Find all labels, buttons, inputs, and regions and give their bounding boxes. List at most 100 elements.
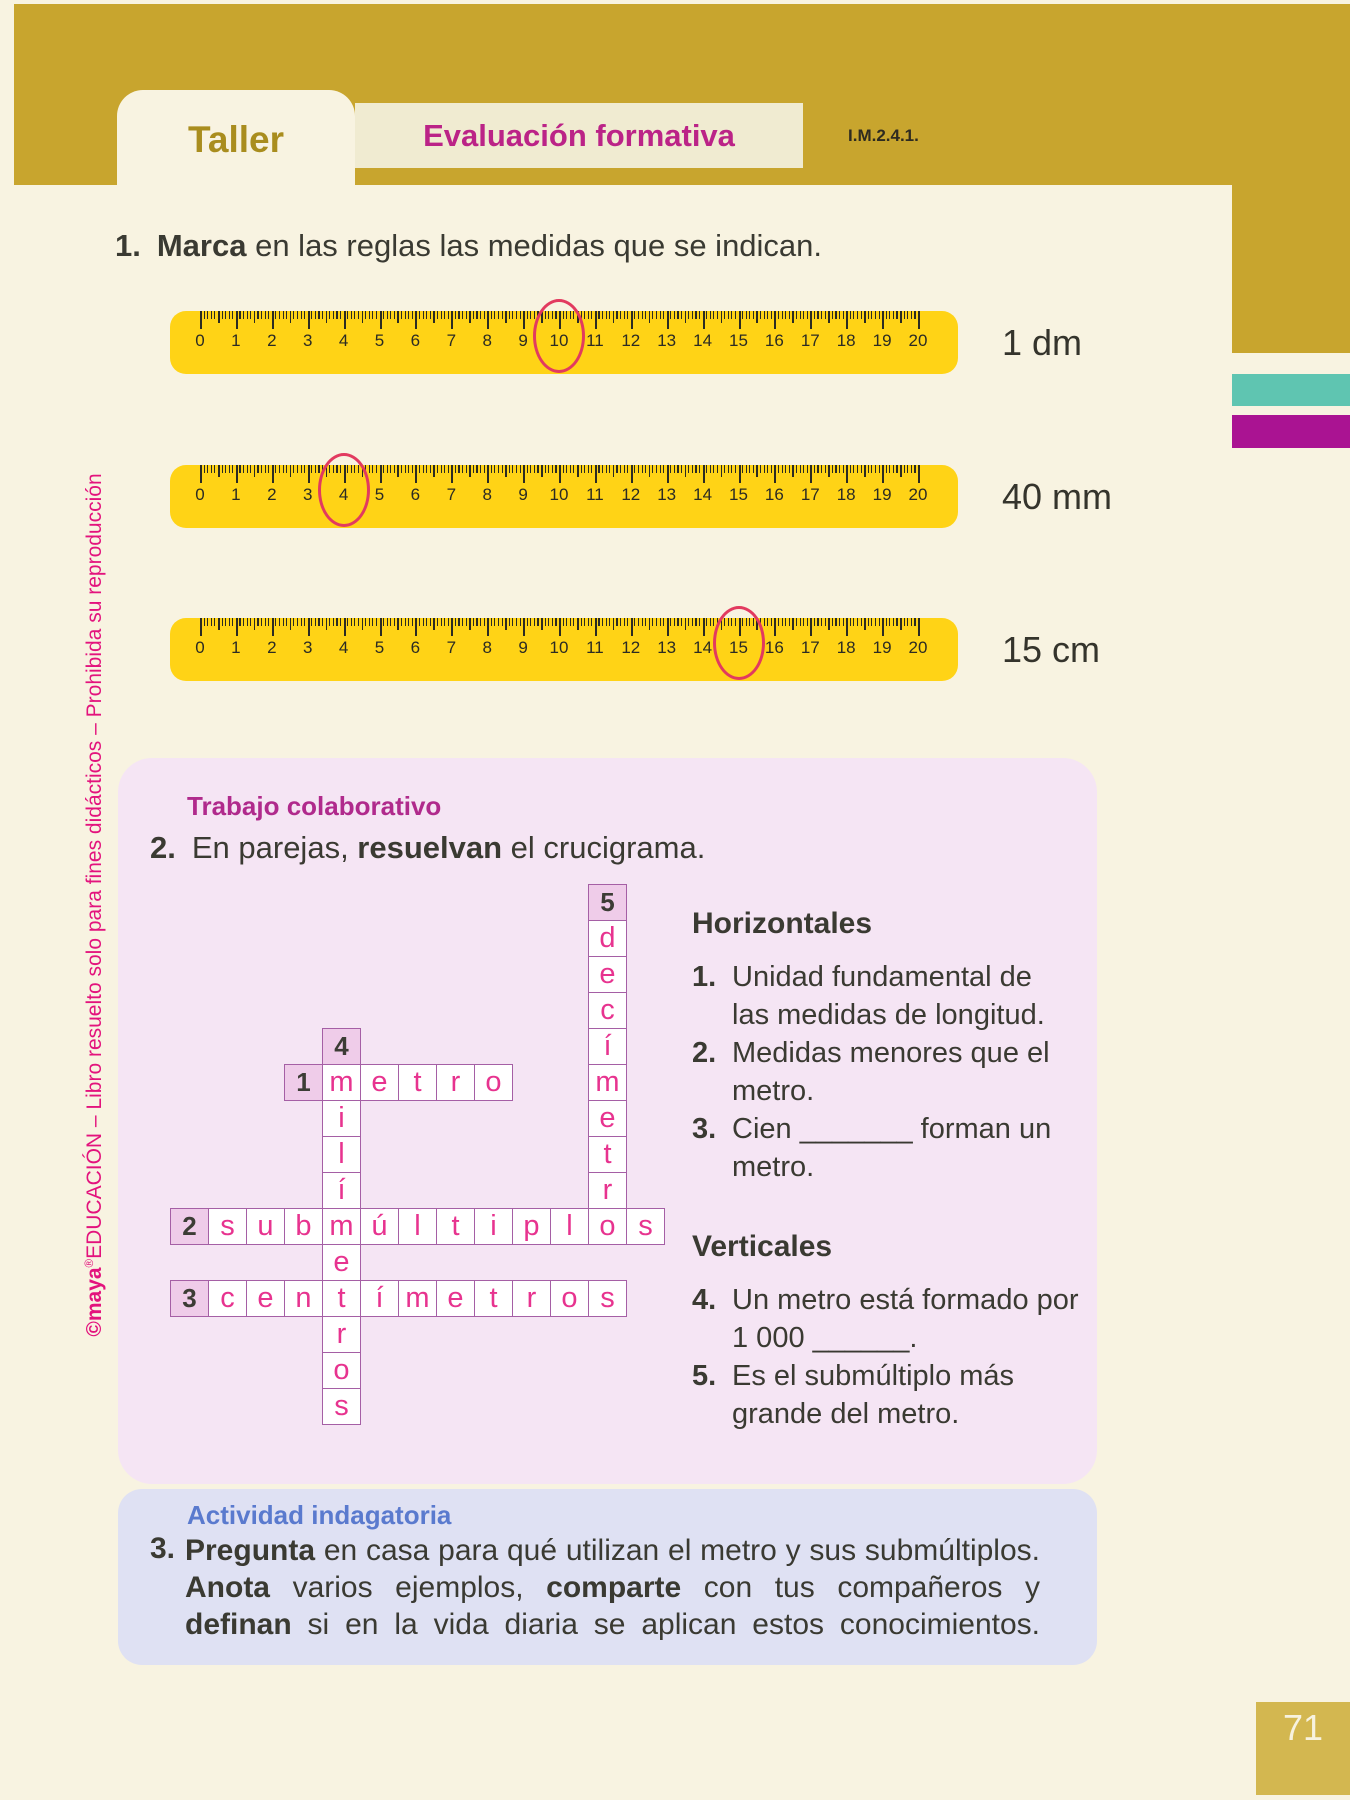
tick-label: 2 [267,638,277,657]
tick [523,465,526,483]
tick-label: 1 [231,485,241,504]
crossword-number-cell: 4 [322,1028,361,1065]
tick [311,465,313,473]
ruler-1dm: 0 1 2 3 4 5 6 7 8 9 10 11 12 13 14 15 16 17 18 19 20 1 dm [170,299,1082,374]
tick [311,618,313,626]
tick-label: 20 [908,485,928,504]
tick [401,311,403,319]
tick [541,618,543,630]
crossword-letter-cell: c [208,1280,247,1317]
tick [476,465,478,473]
tick [821,311,823,319]
tick [792,465,794,477]
teal-color-bar [1232,374,1350,406]
tick [422,618,424,626]
tick [307,465,310,483]
tick-label: 14 [693,485,713,504]
tick [361,618,364,630]
inquiry-activity-box [118,1489,1097,1665]
clue-h1-line1: Unidad fundamental de [732,961,1032,993]
tick [785,618,787,626]
tick [268,311,270,319]
tick [573,618,575,626]
tick-label: 17 [800,638,820,657]
tick [871,311,873,319]
tick [587,465,589,473]
tick [918,465,920,483]
tick [375,618,377,626]
exercise-3-number: 3. [150,1532,176,1565]
tick [655,311,658,319]
tick [530,618,532,626]
tick [246,618,248,626]
tick [799,311,801,319]
tick [806,618,808,626]
tick [630,618,633,636]
tick [738,311,741,329]
measure-label: 15 cm [1002,629,1101,670]
tick [584,618,586,626]
tick [914,311,916,319]
crossword-letter-cell: t [322,1280,361,1317]
tick [630,311,633,329]
tick [788,311,790,319]
tick [659,311,661,319]
tick [458,618,460,626]
tick [594,311,597,329]
tick [250,465,252,473]
clue-h2-line1: Medidas menores que el [732,1037,1050,1069]
tick [831,311,833,319]
crossword-letter-cell: c [588,992,627,1029]
tick [702,311,705,329]
tick [584,465,586,473]
tick [451,618,454,636]
tick [889,465,891,473]
tick [494,311,496,319]
tick [864,618,866,630]
tick [379,465,382,483]
crossword-letter-cell: í [360,1280,399,1317]
tick [336,311,338,319]
tick [228,311,230,319]
tick [296,465,299,473]
tick [882,311,885,329]
crossword-letter-cell: t [436,1208,475,1245]
tick [476,311,478,319]
tick [408,618,410,626]
clue-h1-number: 1. [692,961,717,993]
tick-label: 4 [338,638,349,657]
tick [357,311,360,319]
tick [436,618,439,626]
exercise-1-text: Marca en las reglas las medidas que se i… [157,228,822,263]
exercise-3-text: Pregunta en casa para qué utilizan el me… [185,1532,1040,1643]
crossword-letter-cell: l [550,1208,589,1245]
tick [702,618,705,636]
tick [372,618,374,626]
tick [551,618,553,626]
tick [774,465,777,483]
tick [760,465,762,473]
tick [207,618,209,626]
tick [390,465,392,473]
tick [684,465,687,477]
sidebar-credit-text: ©maya®EDUCACIÓN – Libro resuelto solo pa… [83,473,107,1336]
tick [440,618,442,626]
tick [271,618,274,636]
tick-label: 0 [195,331,205,350]
tick [207,311,209,319]
tick [910,311,912,319]
tick [900,618,902,630]
tick [404,618,406,626]
tick [440,465,442,473]
tick [742,311,744,319]
tick [882,465,885,483]
tick [515,465,517,473]
crossword-letter-cell: t [474,1280,513,1317]
tick [472,465,474,473]
tick [663,618,665,626]
tick [465,465,467,473]
tick [616,465,618,473]
tick [663,465,665,473]
tick [383,311,385,319]
tick [727,465,729,473]
